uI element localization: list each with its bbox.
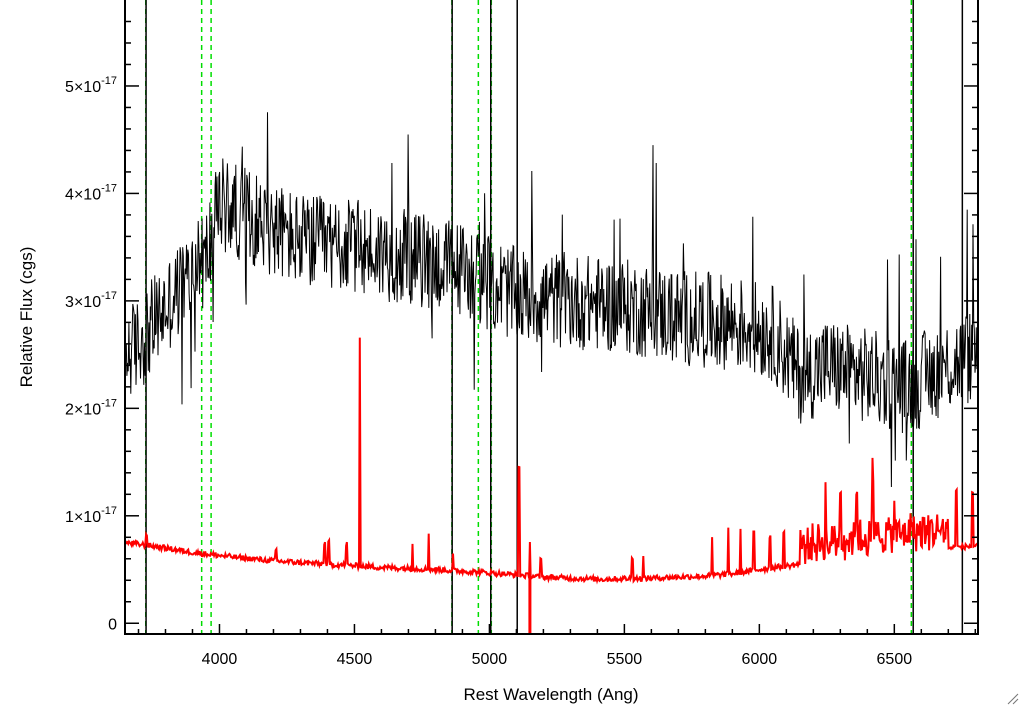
x-tick-label: 4500 [337,651,373,668]
resize-grip-icon[interactable] [1007,693,1019,705]
y-axis-title: Relative Flux (cgs) [17,247,36,388]
y-tick-label: 3×10-17 [65,290,117,311]
y-tick-label: 5×10-17 [65,75,117,96]
black-spectrum-line [125,112,978,488]
red-error-line [125,337,978,585]
x-tick-label: 5000 [472,651,508,668]
x-tick-label: 4000 [202,651,238,668]
y-tick-label: 0 [108,616,117,633]
x-tick-label: 6000 [742,651,778,668]
y-tick-label: 1×10-17 [65,505,117,526]
x-tick-label: 6500 [877,651,913,668]
y-tick-label: 4×10-17 [65,182,117,203]
plot-frame [124,0,979,635]
y-tick-label: 2×10-17 [65,397,117,418]
x-axis-title: Rest Wavelength (Ang) [463,685,638,704]
x-tick-label: 5500 [607,651,643,668]
